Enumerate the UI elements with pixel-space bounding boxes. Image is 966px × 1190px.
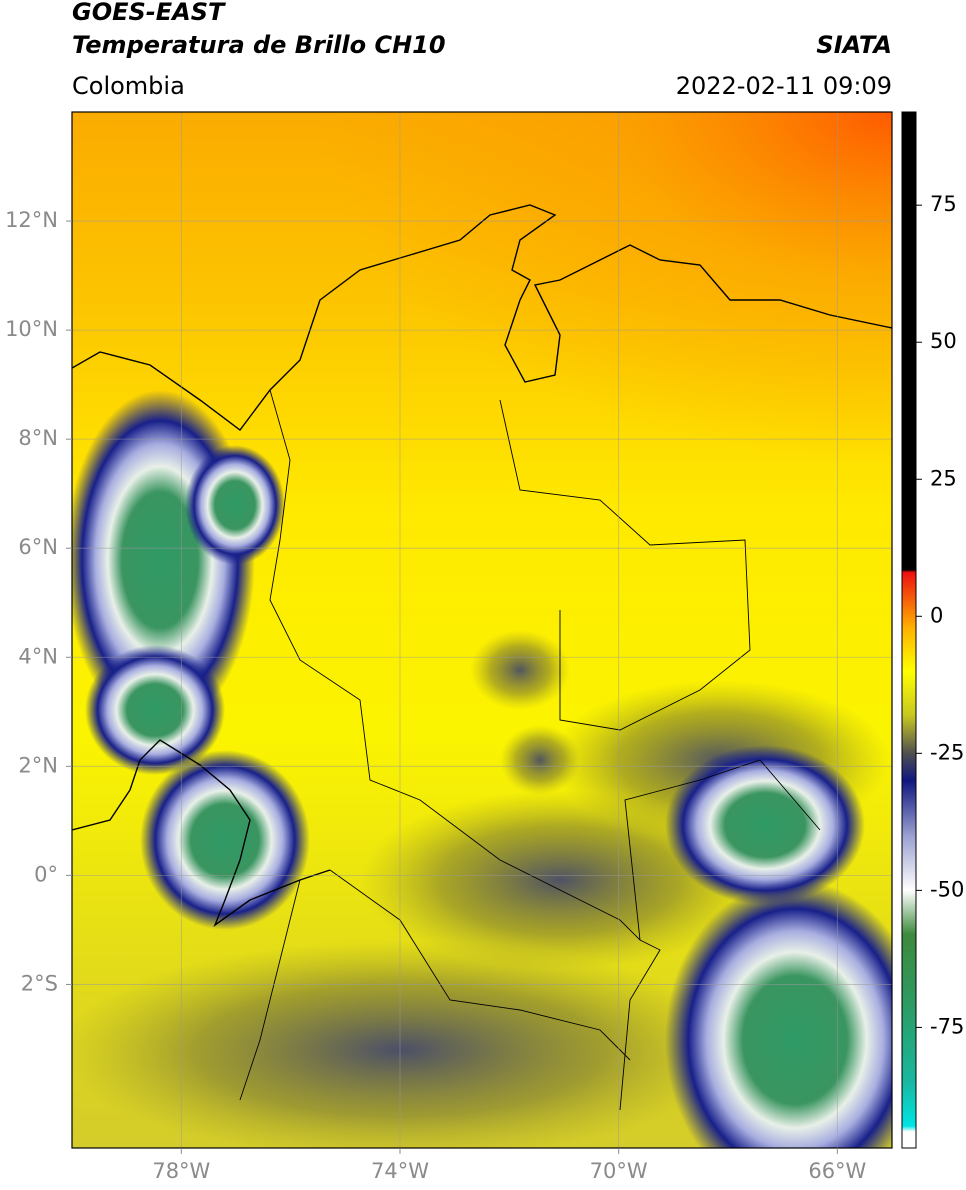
colorbar-tick-label: 0 <box>930 603 943 627</box>
storm-cloud <box>665 880 892 1148</box>
border <box>269 389 821 1111</box>
source: SIATA <box>816 31 892 59</box>
cloud-haze <box>72 940 740 1148</box>
y-tick-label: 8°N <box>18 426 58 450</box>
region: Colombia <box>72 72 185 100</box>
y-tick-label: 4°N <box>18 644 58 668</box>
colorbar-tick-label: -25 <box>930 740 964 764</box>
cloud-haze <box>360 790 760 970</box>
datetime: 2022-02-11 09:09 <box>676 72 892 100</box>
title-line1: GOES-EAST <box>72 0 226 26</box>
y-tick-label: 10°N <box>5 317 58 341</box>
colorbar <box>901 111 917 1149</box>
map-frame <box>71 111 893 1149</box>
coastline <box>72 739 331 927</box>
y-tick-label: 6°N <box>18 535 58 559</box>
storm-cloud <box>85 645 225 775</box>
coastline <box>72 204 892 431</box>
storm-cloud <box>185 445 285 565</box>
border <box>239 869 631 1101</box>
x-tick-label: 70°W <box>590 1159 648 1183</box>
title-line2: Temperatura de Brillo CH10 <box>72 31 446 59</box>
y-tick-label: 2°N <box>18 753 58 777</box>
colorbar-tick-label: 25 <box>930 466 957 490</box>
x-tick-label: 74°W <box>371 1159 429 1183</box>
colorbar-tick-label: -50 <box>930 877 964 901</box>
cloud-haze <box>470 630 570 710</box>
map-image <box>72 112 892 1148</box>
x-tick-label: 66°W <box>808 1159 866 1183</box>
y-tick-label: 2°S <box>21 971 58 995</box>
cloud-haze <box>500 725 580 795</box>
storm-cloud <box>665 745 865 905</box>
storm-cloud <box>140 750 310 930</box>
y-tick-label: 12°N <box>5 208 58 232</box>
y-tick-label: 0° <box>34 862 58 886</box>
colorbar-tick-label: 75 <box>930 192 957 216</box>
x-tick-label: 78°W <box>152 1159 210 1183</box>
colorbar-tick-label: -75 <box>930 1014 964 1038</box>
colorbar-tick-label: 50 <box>930 329 957 353</box>
